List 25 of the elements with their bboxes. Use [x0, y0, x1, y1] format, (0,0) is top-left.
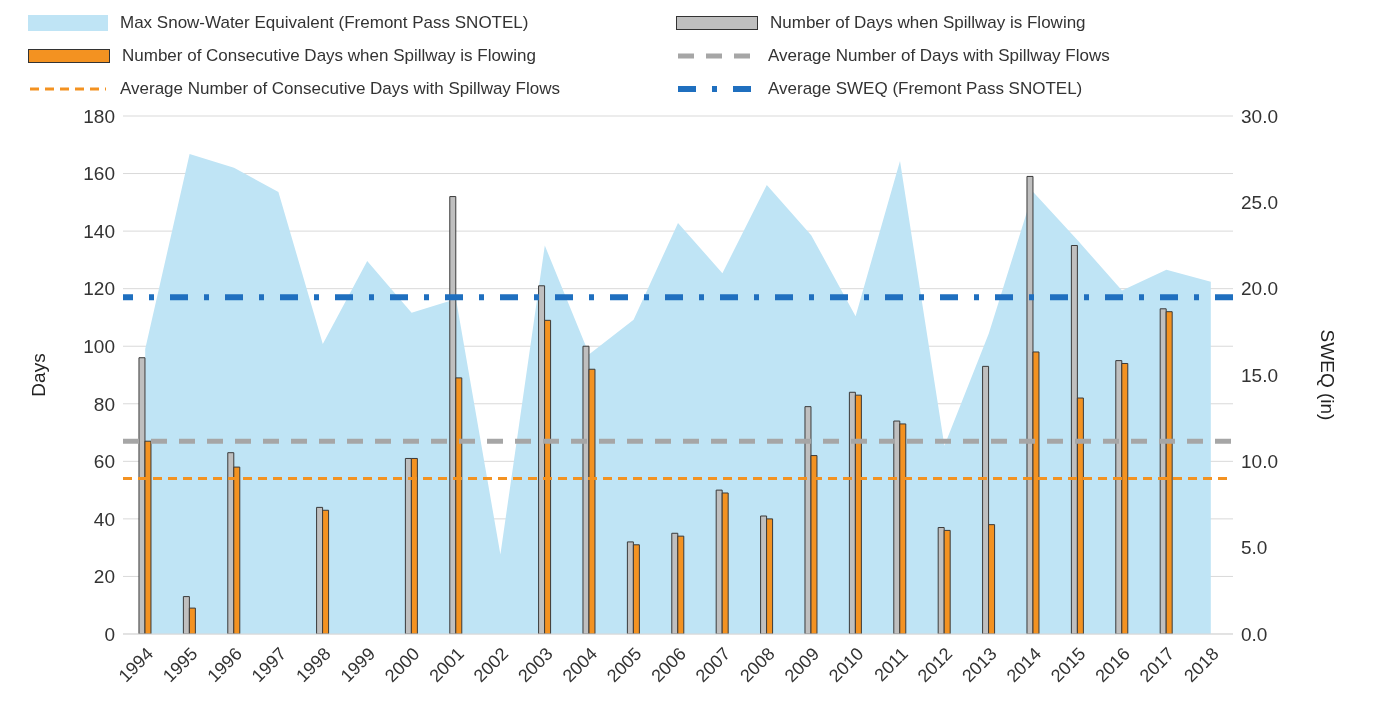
y-axis-title: Days	[27, 353, 49, 397]
y-tick-label: 100	[83, 335, 115, 357]
y-tick-label: 20	[93, 566, 115, 588]
y-tick-label: 60	[93, 451, 115, 473]
legend-label: Average Number of Days with Spillway Flows	[768, 45, 1110, 66]
y2-tick-label: 15.0	[1241, 364, 1278, 386]
legend-label: Number of Days when Spillway is Flowing	[770, 12, 1086, 33]
y2-tick-label: 5.0	[1241, 537, 1268, 559]
y2-tick-label: 20.0	[1241, 278, 1278, 300]
y-tick-label: 40	[93, 508, 115, 530]
y-tick-label: 80	[93, 393, 115, 415]
y-tick-label: 120	[83, 278, 115, 300]
legend-label: Average SWEQ (Fremont Pass SNOTEL)	[768, 79, 1083, 100]
y2-tick-label: 30.0	[1241, 105, 1278, 127]
y-tick-label: 140	[83, 220, 115, 242]
y-tick-label: 160	[83, 163, 115, 185]
y2-axis-title: SWEQ (in)	[1317, 329, 1339, 421]
y2-tick-label: 10.0	[1241, 451, 1278, 473]
legend-label: Average Number of Consecutive Days with Spillway Flows	[120, 79, 560, 100]
legend-label: Number of Consecutive Days when Spillway is Flowing	[122, 45, 536, 66]
legend-label: Max Snow-Water Equivalent (Fremont Pass SNOTEL)	[120, 12, 529, 33]
y2-tick-label: 0.0	[1241, 623, 1268, 645]
y-tick-label: 0	[104, 623, 115, 645]
y2-tick-label: 25.0	[1241, 192, 1278, 214]
y-tick-label: 180	[83, 105, 115, 127]
